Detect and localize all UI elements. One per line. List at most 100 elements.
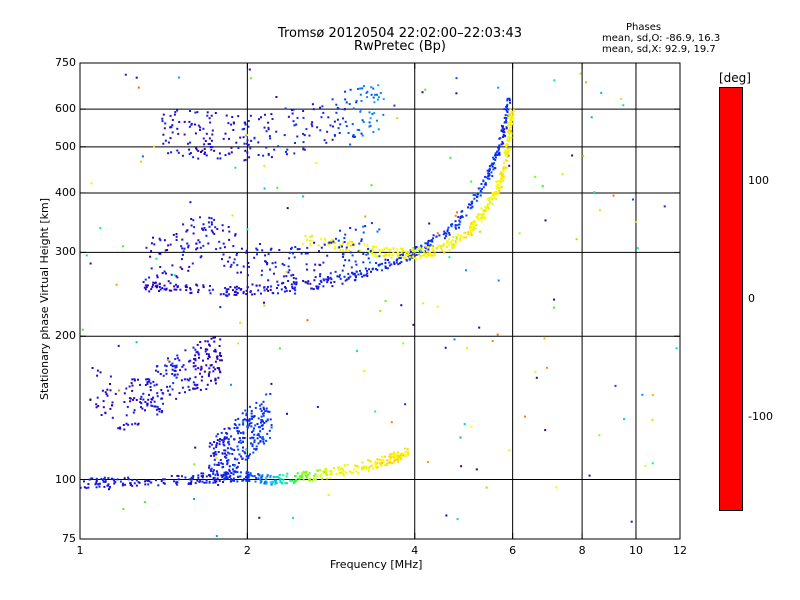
data-point [210, 221, 213, 224]
phases-stats-x: mean, sd,X: 92.9, 19.7 [602, 44, 716, 55]
data-point [270, 285, 273, 288]
data-point [352, 273, 355, 276]
data-point [208, 367, 211, 370]
data-point [284, 107, 287, 110]
data-point [257, 477, 260, 480]
data-point [153, 400, 156, 403]
data-point [507, 130, 510, 133]
data-point [459, 217, 462, 220]
data-point [222, 242, 225, 245]
data-point [471, 200, 474, 203]
data-point [502, 125, 505, 128]
data-point [223, 436, 226, 439]
data-point [509, 124, 512, 126]
data-point [267, 253, 270, 256]
data-point [291, 285, 294, 288]
data-point [306, 281, 308, 284]
data-point [146, 378, 149, 381]
data-point [270, 483, 273, 486]
data-point [164, 364, 167, 367]
data-point [254, 480, 257, 483]
data-point [397, 263, 400, 266]
data-point [424, 252, 427, 255]
data-point [112, 478, 115, 481]
data-point [368, 125, 371, 128]
data-point [386, 247, 389, 249]
data-point [153, 145, 155, 148]
data-point [178, 359, 181, 362]
data-point [266, 410, 269, 413]
y-tick-label: 300 [55, 245, 76, 259]
data-point [370, 460, 372, 463]
data-point [137, 481, 140, 484]
data-point [169, 385, 171, 388]
data-point [295, 479, 298, 482]
data-point [230, 263, 233, 266]
phases-header: Phases [626, 22, 662, 33]
data-point [144, 409, 146, 412]
data-point [302, 110, 305, 112]
data-point [228, 465, 231, 468]
data-point [504, 150, 507, 152]
data-point [222, 253, 225, 256]
data-point [200, 151, 202, 153]
data-point [232, 261, 235, 264]
data-point [99, 482, 101, 485]
data-point [171, 365, 174, 368]
data-point [195, 148, 198, 151]
data-point [142, 392, 145, 395]
data-point [213, 340, 216, 343]
data-point [124, 483, 127, 486]
data-point [352, 471, 355, 474]
data-point [499, 181, 502, 184]
data-point [106, 388, 109, 391]
data-point [401, 249, 404, 252]
data-point [244, 409, 247, 412]
data-point [232, 463, 234, 466]
data-point [302, 195, 305, 198]
data-point [329, 124, 332, 127]
data-point [411, 248, 414, 251]
data-point [275, 130, 278, 133]
data-point [294, 479, 296, 482]
data-point [465, 269, 467, 272]
colorbar-label: [deg] [719, 71, 751, 85]
data-point [239, 136, 242, 139]
data-point [331, 238, 334, 241]
data-point [456, 211, 459, 214]
data-point [267, 128, 270, 131]
data-point [303, 471, 306, 474]
data-point [176, 109, 179, 112]
data-point [213, 350, 216, 353]
data-point [208, 445, 211, 448]
data-point [195, 351, 198, 354]
data-point [192, 232, 195, 235]
data-point [267, 154, 270, 156]
data-point [503, 131, 506, 134]
data-point [204, 340, 207, 343]
data-point [256, 434, 259, 436]
data-point [460, 465, 463, 468]
data-point [212, 366, 215, 369]
data-point [343, 241, 346, 243]
data-point [140, 402, 143, 405]
data-point [195, 384, 198, 387]
data-point [249, 114, 252, 117]
data-point [402, 250, 405, 253]
data-point [194, 354, 197, 357]
data-point [228, 468, 231, 471]
data-point [330, 239, 333, 242]
data-point [222, 137, 225, 140]
data-point [245, 448, 248, 451]
data-point [476, 193, 479, 196]
data-point [156, 405, 159, 408]
data-point [164, 249, 167, 252]
data-point [215, 480, 218, 483]
data-point [305, 471, 308, 474]
data-point [102, 400, 105, 403]
data-point [243, 437, 246, 439]
data-point [440, 245, 443, 248]
data-point [357, 88, 359, 90]
data-point [426, 246, 429, 249]
